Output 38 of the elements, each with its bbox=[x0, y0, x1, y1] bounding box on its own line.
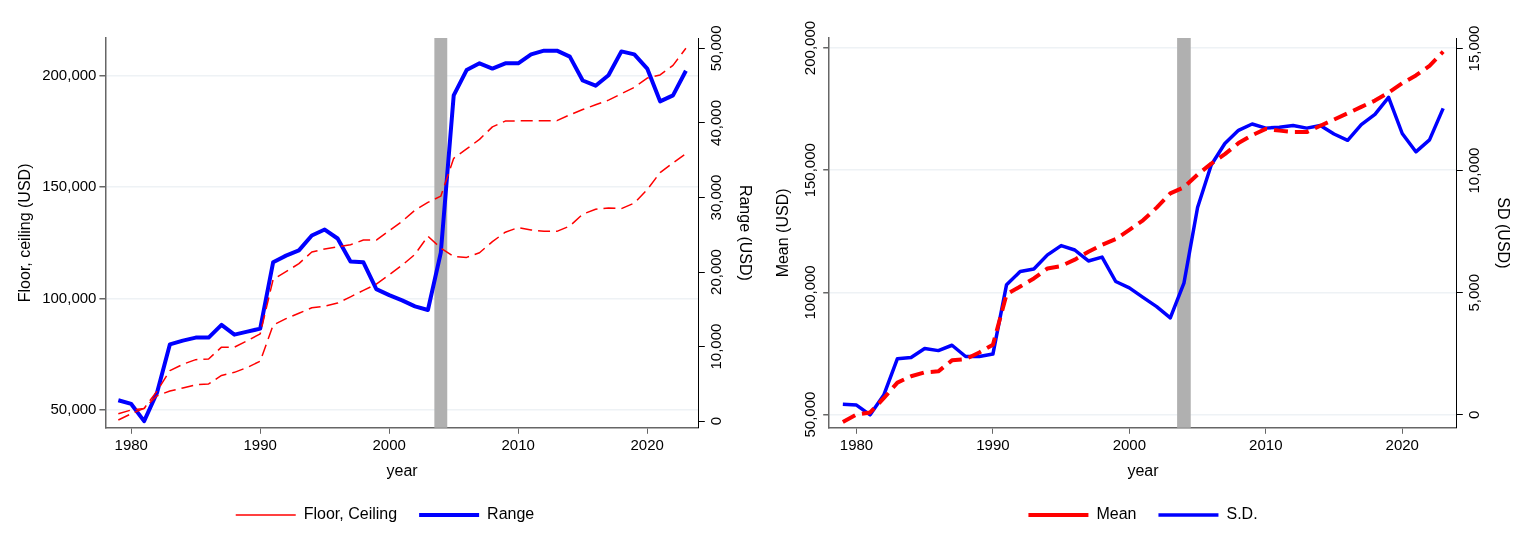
x-tick-label: 1990 bbox=[243, 435, 277, 453]
x-tick-label: 1980 bbox=[114, 435, 148, 453]
y2-tick-label: 0 bbox=[706, 416, 724, 426]
y-axis-title: Floor, ceiling (USD) bbox=[16, 163, 34, 303]
y2-axis-title: SD (USD) bbox=[1494, 197, 1512, 269]
y2-axis-title: Range (USD) bbox=[736, 184, 754, 281]
legend-label: Mean bbox=[1096, 505, 1137, 523]
x-axis-title: year bbox=[386, 461, 419, 479]
y-tick-label: 50,000 bbox=[50, 400, 97, 418]
x-axis-title: year bbox=[1127, 461, 1160, 479]
y2-tick-label: 40,000 bbox=[706, 100, 724, 146]
y-tick-label: 100,000 bbox=[801, 265, 819, 320]
x-tick-label: 2000 bbox=[372, 435, 406, 453]
y2-tick-label: 20,000 bbox=[706, 249, 724, 295]
x-tick-label: 2020 bbox=[1385, 435, 1419, 453]
y2-tick-label: 0 bbox=[1464, 410, 1482, 420]
legend-label: S.D. bbox=[1226, 505, 1258, 523]
y2-tick-label: 5,000 bbox=[1464, 273, 1482, 312]
legend-label: Floor, Ceiling bbox=[303, 505, 398, 523]
x-tick-label: 2000 bbox=[1112, 435, 1147, 453]
y-tick-label: 200,000 bbox=[801, 20, 819, 76]
y2-tick-label: 30,000 bbox=[706, 174, 724, 221]
y-axis-title: Mean (USD) bbox=[774, 188, 792, 278]
legend-label: Range bbox=[487, 505, 535, 523]
y2-tick-label: 10,000 bbox=[706, 323, 724, 370]
x-tick-label: 1980 bbox=[839, 435, 874, 453]
x-tick-label: 2010 bbox=[501, 435, 535, 453]
x-tick-label: 1990 bbox=[976, 435, 1010, 453]
y-tick-label: 100,000 bbox=[42, 288, 97, 306]
x-tick-label: 2010 bbox=[1249, 435, 1283, 453]
y2-tick-label: 10,000 bbox=[1464, 147, 1482, 194]
y2-tick-label: 15,000 bbox=[1464, 25, 1482, 72]
x-tick-label: 2020 bbox=[630, 435, 664, 453]
y-tick-label: 150,000 bbox=[801, 143, 819, 198]
y2-tick-label: 50,000 bbox=[706, 25, 724, 72]
y-tick-label: 50,000 bbox=[801, 391, 819, 438]
y-tick-label: 200,000 bbox=[42, 66, 97, 84]
y-tick-label: 150,000 bbox=[42, 177, 97, 195]
